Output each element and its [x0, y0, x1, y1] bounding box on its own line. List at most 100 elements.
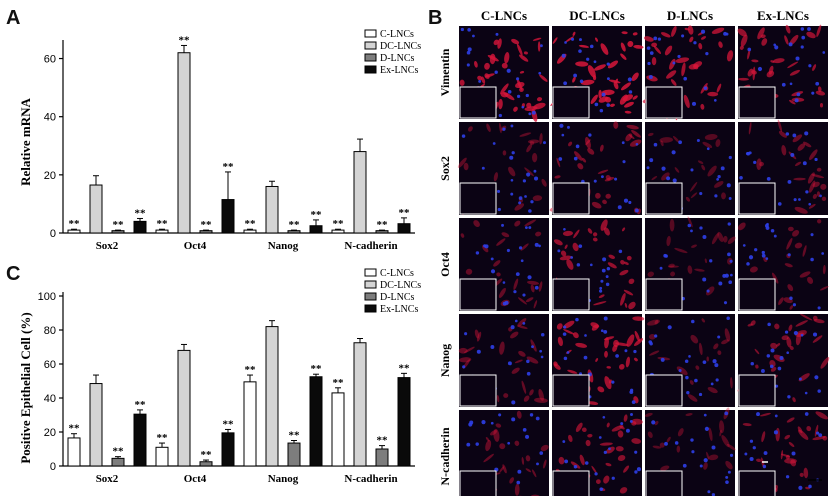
- significance-label: **: [245, 364, 257, 376]
- red-cell-stain: [496, 394, 500, 403]
- red-cell-stain: [647, 431, 653, 438]
- significance-label: **: [157, 218, 169, 230]
- nucleus-dot: [528, 209, 532, 213]
- red-cell-stain: [525, 468, 532, 473]
- red-cell-stain: [739, 45, 744, 50]
- nucleus-dot: [531, 110, 536, 115]
- red-cell-stain: [778, 130, 787, 138]
- nucleus-dot: [598, 436, 602, 439]
- nucleus-dot: [573, 73, 578, 78]
- red-cell-stain: [460, 233, 465, 238]
- nucleus-dot: [696, 139, 700, 143]
- inset-box: [645, 278, 683, 311]
- red-cell-stain: [590, 94, 598, 105]
- bar: [177, 52, 191, 234]
- red-cell-stain: [803, 141, 812, 148]
- red-cell-stain: [713, 181, 724, 188]
- nucleus-dot: [786, 351, 790, 355]
- nucleus-dot: [684, 359, 689, 363]
- red-cell-stain: [644, 412, 653, 417]
- red-cell-stain: [695, 365, 700, 370]
- red-cell-stain: [525, 297, 534, 303]
- red-cell-stain: [519, 132, 532, 137]
- red-cell-stain: [786, 237, 793, 250]
- nucleus-dot: [559, 123, 564, 128]
- red-cell-stain: [602, 199, 607, 205]
- inset-box: [645, 470, 683, 496]
- red-cell-stain: [749, 266, 758, 273]
- red-cell-stain: [489, 429, 498, 436]
- red-cell-stain: [532, 195, 543, 202]
- y-tick-label: 40: [44, 393, 56, 405]
- red-cell-stain: [526, 143, 533, 153]
- nucleus-dot: [601, 92, 606, 97]
- nucleus-dot: [475, 442, 479, 446]
- row-header: Vimentin: [438, 48, 452, 96]
- red-cell-stain: [822, 435, 828, 441]
- red-cell-stain: [502, 464, 507, 474]
- nucleus-dot: [621, 141, 625, 145]
- red-cell-stain: [575, 61, 589, 67]
- red-cell-stain: [532, 37, 542, 41]
- nucleus-dot: [581, 179, 585, 184]
- nucleus-dot: [691, 450, 695, 454]
- nucleus-dot: [490, 421, 494, 425]
- inset-box: [738, 470, 776, 496]
- red-cell-stain: [587, 148, 595, 155]
- legend-label: Ex-LNCs: [380, 65, 418, 76]
- nucleus-dot: [651, 420, 656, 425]
- red-cell-stain: [539, 74, 548, 82]
- red-cell-stain: [585, 137, 591, 149]
- red-cell-stain: [568, 434, 573, 442]
- red-cell-stain: [820, 357, 830, 369]
- nucleus-dot: [510, 325, 515, 330]
- red-cell-stain: [595, 37, 598, 42]
- nucleus-dot: [510, 192, 514, 196]
- red-cell-stain: [724, 328, 731, 342]
- red-cell-stain: [623, 101, 634, 108]
- nucleus-dot: [748, 255, 754, 260]
- red-cell-stain: [467, 126, 473, 132]
- red-cell-stain: [799, 271, 811, 278]
- nucleus-dot: [566, 351, 570, 354]
- nucleus-dot: [593, 60, 597, 64]
- red-cell-stain: [702, 141, 713, 148]
- red-cell-stain: [632, 316, 645, 321]
- red-cell-stain: [619, 425, 625, 430]
- red-cell-stain: [787, 61, 799, 69]
- red-cell-stain: [811, 174, 825, 179]
- nucleus-dot: [753, 160, 757, 164]
- red-cell-stain: [756, 458, 762, 463]
- red-cell-stain: [822, 264, 826, 275]
- red-cell-stain: [778, 297, 784, 305]
- red-cell-stain: [708, 454, 719, 461]
- red-cell-stain: [524, 167, 534, 177]
- red-cell-stain: [707, 165, 717, 177]
- nucleus-dot: [664, 254, 668, 258]
- nucleus-dot: [800, 333, 804, 337]
- red-cell-stain: [519, 87, 524, 92]
- red-cell-stain: [786, 336, 792, 348]
- nucleus-dot: [564, 459, 569, 464]
- nucleus-dot: [599, 289, 603, 293]
- red-cell-stain: [681, 62, 686, 77]
- nucleus-dot: [502, 127, 506, 131]
- nucleus-dot: [522, 427, 527, 432]
- red-cell-stain: [619, 94, 628, 105]
- red-cell-stain: [754, 348, 760, 355]
- red-cell-stain: [493, 428, 500, 442]
- nucleus-dot: [518, 196, 523, 200]
- red-cell-stain: [700, 36, 707, 40]
- nucleus-dot: [605, 282, 610, 287]
- red-cell-stain: [755, 364, 759, 369]
- nucleus-dot: [498, 413, 502, 417]
- significance-label: **: [69, 423, 81, 435]
- red-cell-stain: [717, 231, 724, 243]
- red-cell-stain: [597, 169, 609, 174]
- red-cell-stain: [622, 227, 626, 232]
- nucleus-dot: [798, 485, 803, 490]
- red-cell-stain: [587, 65, 596, 78]
- red-cell-stain: [626, 124, 639, 130]
- red-cell-stain: [485, 440, 492, 452]
- red-cell-stain: [499, 443, 506, 450]
